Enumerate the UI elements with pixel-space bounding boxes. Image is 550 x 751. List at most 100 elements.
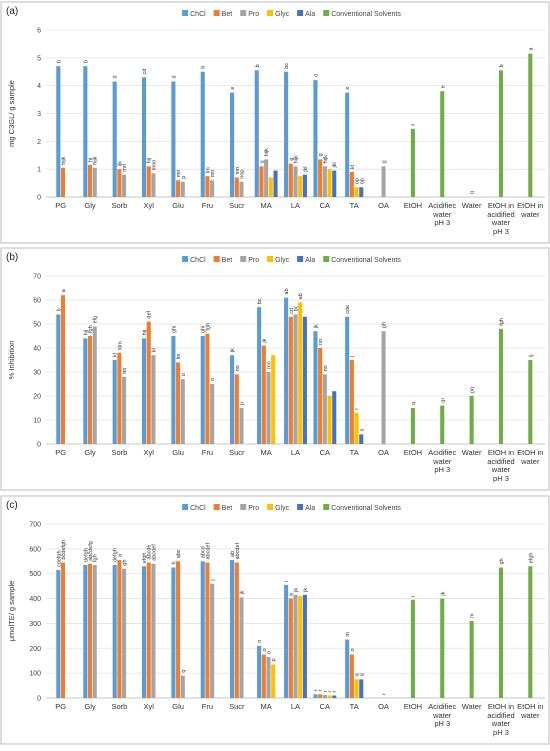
x-tick-label-box: PG [55,449,66,457]
x-tick-label-box: EtOH in water [517,449,544,466]
y-tick-label: 100 [29,671,41,678]
x-tick-label: Xyl [143,202,154,210]
legend-label: Conventional Solvents [331,11,401,18]
significance-letter: fgh [88,325,94,333]
bar [92,167,97,197]
bar [259,166,264,197]
y-axis-label: % Inhibition [7,341,16,380]
legend-label: Glyc [275,257,290,264]
x-tick-label-box: LA [290,703,301,711]
significance-letter: l [350,356,356,357]
bar [210,180,215,197]
x-tick-label: MA [260,449,272,457]
bar [200,336,205,444]
significance-letter: hijk [61,156,67,165]
bar [349,171,354,197]
x-tick-label: Sorb [111,703,128,711]
significance-letter: jkl [303,167,309,173]
bar [234,374,239,444]
significance-letter: mn [210,170,216,178]
y-tick-label: 0 [37,195,41,202]
x-tick-label-box: PG [55,202,66,210]
significance-letter: b [499,64,505,67]
significance-letter: nop [239,170,245,179]
legend-label: Ala [305,505,315,512]
x-tick-label-box: LA [291,202,300,210]
legend-swatch [267,256,274,262]
significance-letter: a [117,553,123,557]
legend-swatch [323,10,330,16]
significance-letter: efgh [142,553,148,564]
significance-letter: ab [230,551,236,557]
bar [112,81,117,197]
bar [210,384,215,444]
x-tick-label: Glu [172,449,184,457]
y-tick-label: 0 [37,696,41,703]
bar [60,167,66,197]
y-tick-label: 1 [37,167,41,174]
x-tick-label: MA [260,703,272,711]
x-tick-label: Water [461,449,482,457]
bar [210,583,215,698]
x-tick-label: Acidifiec water pH 3 [428,703,457,729]
y-tick-label: 700 [29,522,41,529]
x-tick-label: EtOH [403,202,423,210]
x-tick-label: EtOH in acidified water pH 3 [487,202,515,236]
x-tick-label: CA [319,703,331,711]
bar [146,166,151,197]
significance-letter: abc [176,549,182,558]
x-tick-label: LA [290,703,301,711]
significance-letter: jk [294,588,300,593]
bar [56,569,61,698]
bar [239,181,244,197]
x-tick-label: Glu [172,703,184,711]
x-tick-label: EtOH in water [517,703,544,720]
x-tick-label-box: LA [290,449,301,457]
y-tick-label: 0 [37,442,41,449]
y-tick-label: 5 [37,55,41,62]
legend-label: ChCl [190,505,206,512]
significance-letter: kl [151,348,157,352]
x-tick-label: LA [290,449,301,457]
bar [302,174,307,197]
legend-swatch [213,10,220,16]
significance-letter: l [411,596,417,597]
bar [268,177,273,197]
bar [171,81,176,197]
x-tick-label: Fru [201,202,214,210]
x-tick-label-box: EtOH in acidified water pH 3 [487,202,515,236]
legend-label: Bet [222,257,233,264]
x-tick-label: EtOH [403,449,423,457]
x-tick-label: EtOH [403,703,423,711]
significance-letter: b [255,64,261,67]
bar [410,599,415,698]
bar [87,336,93,444]
bar [83,565,88,698]
legend-label: Glyc [275,505,290,512]
bar [354,679,359,698]
bar [230,560,235,698]
significance-letter: k [289,593,295,596]
y-axis-label: mg C3GL/ g sample [7,80,16,147]
legend-swatch [297,10,304,16]
significance-letter: n [257,640,263,643]
bar [122,376,127,444]
bar [271,664,276,698]
bar [322,374,327,444]
significance-letter: cdefgh [56,550,62,567]
legend-swatch [240,504,247,510]
significance-letter: jk [313,324,319,329]
legend-swatch [213,256,220,262]
significance-letter: cd [142,69,148,75]
x-tick-label: EtOH in water [517,449,544,466]
y-tick-label: 4 [37,83,41,90]
significance-letter: p [239,402,245,405]
significance-letter: bcdefgh [61,540,67,560]
bar [313,694,318,698]
bar [293,166,298,197]
legend-swatch [297,256,304,262]
legend-label: Conventional Solvents [331,505,401,512]
significance-letter: j [210,579,216,581]
significance-letter: abcde [147,545,153,560]
significance-letter: r [328,691,334,693]
